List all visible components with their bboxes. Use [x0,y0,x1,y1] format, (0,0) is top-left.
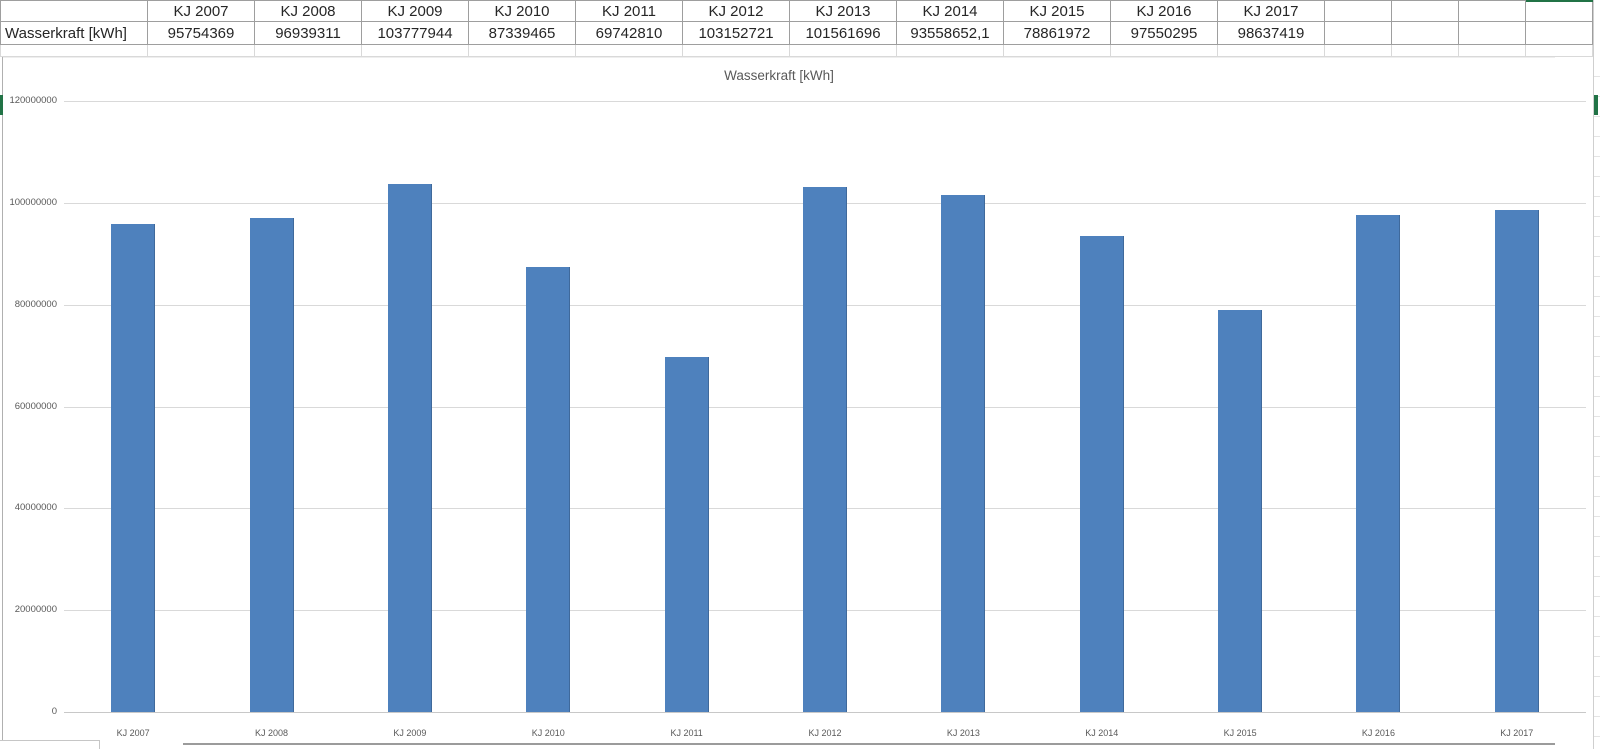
x-axis-category-label: KJ 2014 [1085,728,1119,738]
empty-cell[interactable] [790,45,897,57]
empty-cell[interactable] [362,45,469,57]
x-axis-category-label: KJ 2011 [670,728,703,738]
y-axis-tick-label: 80000000 [14,298,57,310]
header-cell-kj2015[interactable]: KJ 2015 [1004,0,1111,22]
selection-border-left [0,95,3,115]
right-column-gridlines [1594,57,1600,749]
empty-cell[interactable] [1325,0,1392,22]
bar-kj-2008[interactable] [249,218,294,712]
x-axis-category-label: KJ 2009 [393,728,427,738]
row-label-cell[interactable]: Wasserkraft [kWh] [0,22,148,45]
empty-cell[interactable] [1526,0,1593,22]
bar-kj-2015[interactable] [1218,310,1263,712]
empty-cell[interactable] [1459,45,1526,57]
empty-cell[interactable] [469,45,576,57]
value-cell-kj2016[interactable]: 97550295 [1111,22,1218,45]
table-header-row: KJ 2007 KJ 2008 KJ 2009 KJ 2010 KJ 2011 … [0,0,1593,22]
value-cell-kj2012[interactable]: 103152721 [683,22,790,45]
empty-cell[interactable] [148,45,255,57]
x-axis-category-label: KJ 2008 [255,728,289,738]
bar-kj-2011[interactable] [664,356,709,712]
value-cell-kj2008[interactable]: 96939311 [255,22,362,45]
value-cell-kj2013[interactable]: 101561696 [790,22,897,45]
x-axis-category-label: KJ 2016 [1361,728,1395,738]
x-axis-category-label: KJ 2007 [116,728,150,738]
chart-bottom-border [183,743,1555,745]
y-axis-tick-label: 100000000 [9,196,57,208]
bar-kj-2014[interactable] [1079,235,1124,712]
bar-kj-2010[interactable] [526,267,571,712]
value-cell-kj2009[interactable]: 103777944 [362,22,469,45]
object-corner-box [0,740,100,749]
value-cell-kj2011[interactable]: 69742810 [576,22,683,45]
header-cell-kj2012[interactable]: KJ 2012 [683,0,790,22]
x-axis-category-label: KJ 2017 [1500,728,1534,738]
header-cell-kj2010[interactable]: KJ 2010 [469,0,576,22]
bar-kj-2007[interactable] [111,224,156,712]
selection-border-right [1594,95,1598,115]
empty-cell[interactable] [1459,22,1526,45]
empty-cell[interactable] [683,45,790,57]
bar-kj-2017[interactable] [1494,209,1539,712]
bar-kj-2013[interactable] [941,194,986,712]
header-cell-kj2008[interactable]: KJ 2008 [255,0,362,22]
empty-cell[interactable] [576,45,683,57]
empty-cell[interactable] [1526,22,1593,45]
y-axis-tick-label: 20000000 [14,604,57,616]
x-axis-category-label: KJ 2013 [946,728,980,738]
table-empty-row [0,45,1593,57]
y-axis-tick-label: 60000000 [14,400,57,412]
header-cell-kj2007[interactable]: KJ 2007 [148,0,255,22]
header-cell-kj2013[interactable]: KJ 2013 [790,0,897,22]
x-axis-category-label: KJ 2012 [808,728,842,738]
header-cell-kj2014[interactable]: KJ 2014 [897,0,1004,22]
empty-cell[interactable] [1459,0,1526,22]
header-cell-kj2009[interactable]: KJ 2009 [362,0,469,22]
header-cell-kj2011[interactable]: KJ 2011 [576,0,683,22]
bar-kj-2009[interactable] [387,183,432,712]
empty-cell[interactable] [0,45,148,57]
value-cell-kj2014[interactable]: 93558652,1 [897,22,1004,45]
empty-cell[interactable] [897,45,1004,57]
bar-chart[interactable]: Wasserkraft [kWh] 120000000 100000000 8000… [2,57,1586,744]
empty-cell[interactable] [1392,22,1459,45]
y-axis-tick-label: 40000000 [14,502,57,514]
selection-border-top [1526,0,1593,2]
bar-kj-2012[interactable] [803,186,847,712]
chart-left-border [2,57,3,741]
empty-cell[interactable] [1004,45,1111,57]
header-cell-kj2016[interactable]: KJ 2016 [1111,0,1218,22]
empty-cell[interactable] [1392,45,1459,57]
x-axis-category-label: KJ 2015 [1223,728,1257,738]
empty-cell[interactable] [1111,45,1218,57]
chart-title[interactable]: Wasserkraft [kWh] [724,68,834,83]
table-value-row: Wasserkraft [kWh] 95754369 96939311 1037… [0,22,1593,45]
value-cell-kj2010[interactable]: 87339465 [469,22,576,45]
empty-cell[interactable] [1325,45,1392,57]
empty-cell[interactable] [1218,45,1325,57]
empty-cell[interactable] [1526,45,1593,57]
empty-cell[interactable] [1325,22,1392,45]
header-cell-kj2017[interactable]: KJ 2017 [1218,0,1325,22]
value-cell-kj2015[interactable]: 78861972 [1004,22,1111,45]
y-axis-tick-label: 0 [51,706,57,717]
empty-cell[interactable] [255,45,362,57]
x-axis-category-label: KJ 2010 [531,728,565,738]
value-cell-kj2017[interactable]: 98637419 [1218,22,1325,45]
empty-cell[interactable] [1392,0,1459,22]
value-cell-kj2007[interactable]: 95754369 [148,22,255,45]
bar-kj-2016[interactable] [1356,215,1401,712]
x-axis-line [64,712,1586,713]
y-axis-tick-label: 120000000 [9,95,57,106]
grid-line [64,101,1586,102]
corner-cell[interactable] [0,0,148,22]
right-column-border [1593,0,1594,749]
